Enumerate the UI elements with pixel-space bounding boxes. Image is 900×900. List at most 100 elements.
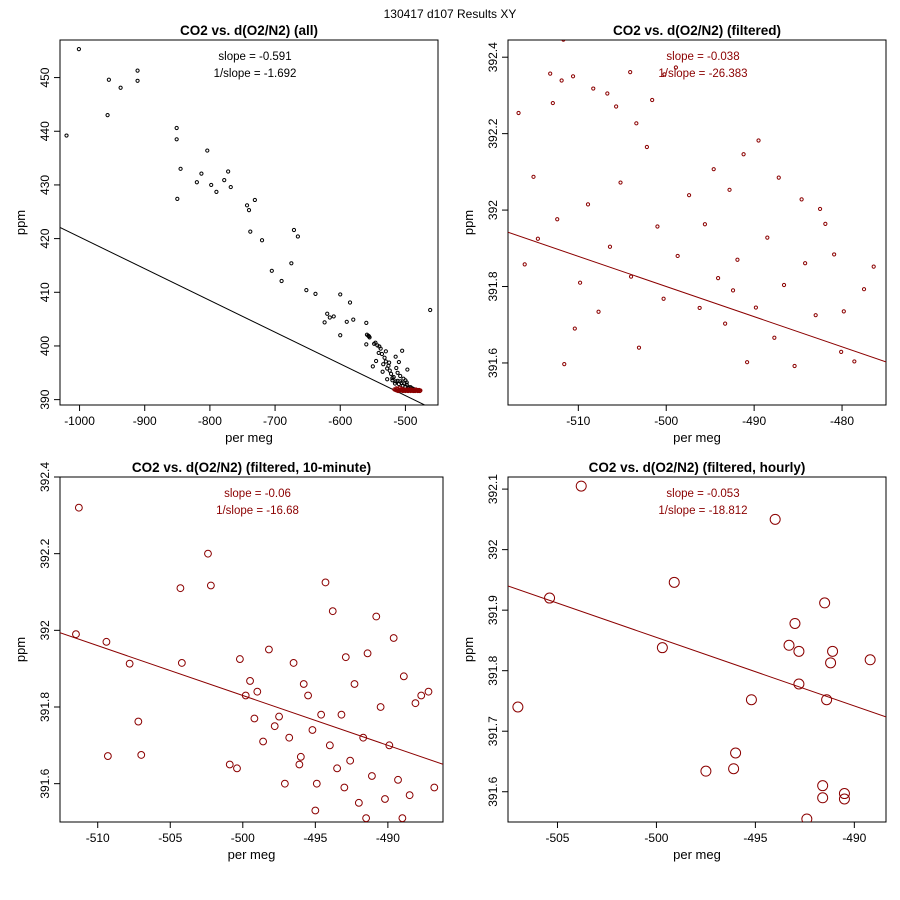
data-point-all xyxy=(370,364,375,369)
data-point-filtered xyxy=(605,91,610,96)
data-point-10-minute xyxy=(354,798,363,807)
data-point-all xyxy=(338,333,343,338)
data-point-all xyxy=(331,314,336,319)
data-point-filtered xyxy=(756,138,761,143)
data-point-filtered xyxy=(776,175,781,180)
data-point-10-minute xyxy=(246,677,254,685)
data-point-10-minute xyxy=(417,691,426,700)
y-tick-label: 440 xyxy=(38,121,52,141)
chart-title: CO2 vs. d(O2/N2) (all) xyxy=(180,23,318,38)
data-point-10-minute xyxy=(134,717,143,726)
plot-area xyxy=(508,40,886,369)
data-point-all xyxy=(64,133,69,138)
y-tick-label: 391.6 xyxy=(486,776,500,806)
data-point-all xyxy=(322,320,327,325)
data-point-filtered xyxy=(550,100,555,106)
x-axis-label: per meg xyxy=(228,847,276,862)
data-point-all xyxy=(392,381,398,386)
data-point-filtered xyxy=(730,288,736,293)
x-tick-label: -495 xyxy=(743,831,767,845)
data-point-filtered xyxy=(702,222,708,227)
data-point-all xyxy=(385,377,390,382)
y-tick-label: 420 xyxy=(38,228,52,248)
data-point-hourly xyxy=(793,645,805,657)
data-point-all xyxy=(244,203,250,208)
x-tick-label: -505 xyxy=(545,831,569,845)
data-point-filtered xyxy=(548,71,553,76)
data-point-hourly xyxy=(789,617,801,629)
data-point-10-minute xyxy=(385,741,394,750)
data-point-hourly xyxy=(817,780,829,792)
slope-annotation: slope = -0.06 xyxy=(224,488,291,500)
data-point-all xyxy=(390,376,395,381)
data-point-10-minute xyxy=(328,607,337,616)
data-point-all xyxy=(364,320,369,325)
y-axis-label: ppm xyxy=(13,637,28,662)
data-point-all xyxy=(393,379,398,384)
y-tick-label: 450 xyxy=(38,67,52,87)
data-point-filtered xyxy=(673,65,679,70)
data-point-10-minute xyxy=(362,814,371,822)
data-point-10-minute xyxy=(372,612,381,621)
data-point-hourly xyxy=(838,793,850,805)
data-point-filtered xyxy=(636,345,642,350)
y-axis-label: ppm xyxy=(461,210,476,235)
y-tick-label: 392.1 xyxy=(486,474,500,504)
data-point-all xyxy=(393,354,398,359)
data-point-all xyxy=(351,317,356,322)
data-point-filtered xyxy=(839,349,844,354)
plot-area xyxy=(60,47,433,405)
data-point-10-minute xyxy=(125,659,134,668)
data-point-10-minute xyxy=(103,752,112,760)
data-point-10-minute xyxy=(270,722,279,731)
x-tick-label: -490 xyxy=(376,831,400,845)
data-point-filtered xyxy=(723,321,728,326)
data-point-filtered xyxy=(741,152,746,157)
data-point-10-minute xyxy=(253,687,262,696)
chart-panel-2: CO2 vs. d(O2/N2) (filtered) -510 -500 -490 -… xyxy=(461,23,887,445)
data-point-all xyxy=(396,359,401,365)
data-point-10-minute xyxy=(381,795,389,803)
slope-annotation: 1/slope = -26.383 xyxy=(658,68,747,80)
data-point-all xyxy=(289,261,294,266)
x-axis-label: per meg xyxy=(673,430,721,445)
x-axis-label: per meg xyxy=(673,847,721,862)
data-point-all xyxy=(246,208,252,213)
data-point-filtered xyxy=(614,104,619,109)
data-point-all xyxy=(106,77,111,82)
data-point-hourly xyxy=(793,678,805,690)
data-point-all xyxy=(228,184,233,190)
data-point-filtered xyxy=(618,180,623,185)
data-point-10-minute xyxy=(424,687,433,696)
data-point-filtered xyxy=(772,335,777,340)
x-tick-label: -900 xyxy=(133,414,157,428)
data-point-all xyxy=(76,47,82,52)
data-point-10-minute xyxy=(176,584,185,593)
data-point-10-minute xyxy=(289,659,298,667)
data-point-hourly xyxy=(825,657,837,669)
data-point-filtered xyxy=(765,235,770,240)
plot-frame xyxy=(59,39,439,406)
data-point-all xyxy=(347,300,353,305)
data-point-filtered xyxy=(686,193,692,198)
data-point-10-minute xyxy=(398,814,407,822)
data-point-hourly xyxy=(730,747,742,759)
fit-line xyxy=(508,585,886,718)
y-tick-label: 430 xyxy=(38,175,52,195)
data-point-filtered xyxy=(596,309,601,314)
data-point-filtered xyxy=(634,121,639,126)
y-tick-label: 391.8 xyxy=(486,655,500,685)
plots-container: CO2 vs. d(O2/N2) (all) -1000 -900 -800 -700 -… xyxy=(13,23,887,862)
y-tick-label: 392.4 xyxy=(486,42,500,72)
data-point-hourly xyxy=(575,480,587,492)
data-point-filtered xyxy=(650,97,655,103)
x-tick-label: -1000 xyxy=(64,414,95,428)
data-point-10-minute xyxy=(405,791,414,800)
figure-title: 130417 d107 Results XY xyxy=(384,7,517,21)
data-point-10-minute xyxy=(430,783,439,792)
data-point-10-minute xyxy=(265,645,273,654)
data-point-10-minute xyxy=(394,775,402,784)
y-tick-label: 392 xyxy=(486,200,500,220)
y-tick-label: 390 xyxy=(38,389,52,409)
y-axis-label: ppm xyxy=(13,210,28,235)
